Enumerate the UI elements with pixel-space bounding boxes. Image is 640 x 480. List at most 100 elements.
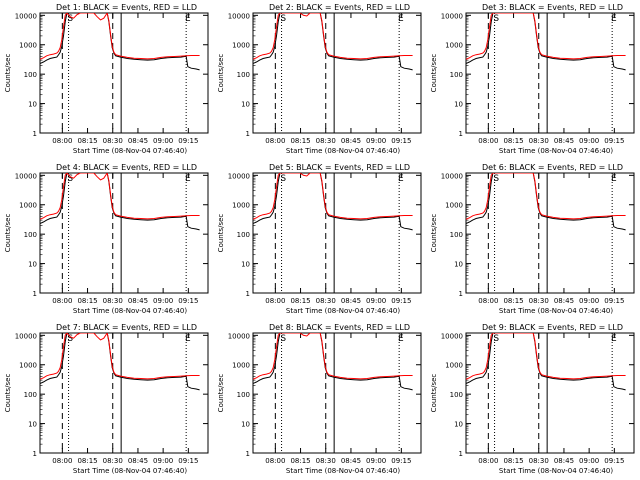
panel-title: Det 4: BLACK = Events, RED = LLD [56, 163, 197, 172]
panel-title: Det 5: BLACK = Events, RED = LLD [269, 163, 410, 172]
y-tick-label: 1000 [232, 202, 250, 210]
x-tick-label: 08:00 [478, 137, 498, 145]
x-axis-label: Start Time (08-Nov-04 07:46:40) [499, 467, 613, 475]
lld-series-line [253, 13, 413, 60]
panel-title: Det 2: BLACK = Events, RED = LLD [269, 3, 410, 12]
y-axis-label: Counts/sec [217, 214, 225, 253]
x-tick-label: 08:00 [52, 137, 72, 145]
x-tick-label: 08:15 [503, 137, 523, 145]
detector-panel-5: Det 5: BLACK = Events, RED = LLD10000100… [217, 163, 422, 315]
y-tick-label: 100 [450, 71, 463, 79]
x-tick-label: 08:30 [529, 297, 549, 305]
x-tick-label: 08:15 [290, 297, 310, 305]
x-tick-label: 09:15 [604, 457, 624, 465]
y-tick-label: 10000 [15, 12, 37, 20]
y-axis-label: Counts/sec [430, 54, 438, 93]
x-tick-label: 08:15 [77, 137, 97, 145]
y-tick-label: 1 [246, 130, 250, 138]
plot-frame [465, 172, 635, 294]
x-tick-label: 08:45 [554, 457, 574, 465]
start-marker-label: S [280, 334, 286, 344]
x-tick-label: 08:00 [478, 457, 498, 465]
panel-title: Det 3: BLACK = Events, RED = LLD [482, 3, 623, 12]
y-tick-label: 1000 [232, 362, 250, 370]
y-tick-label: 1 [33, 290, 37, 298]
x-tick-label: 09:00 [366, 297, 386, 305]
end-marker-label: E [398, 334, 404, 344]
x-tick-label: 09:00 [366, 137, 386, 145]
x-tick-label: 09:15 [178, 297, 198, 305]
y-tick-label: 10000 [441, 172, 463, 180]
events-series-line [253, 333, 413, 391]
x-tick-label: 08:15 [290, 137, 310, 145]
y-tick-label: 100 [450, 391, 463, 399]
detector-panel-9: Det 9: BLACK = Events, RED = LLD 10000 100… [430, 323, 635, 475]
x-tick-label: 09:15 [391, 297, 411, 305]
y-axis-label: Counts/sec [217, 54, 225, 93]
x-tick-label: 08:00 [478, 297, 498, 305]
y-tick-label: 1 [459, 290, 463, 298]
y-tick-label: 1000 [445, 42, 463, 50]
lld-series-line [40, 333, 200, 380]
x-tick-label: 08:30 [103, 457, 123, 465]
panel-title: Det 6: BLACK = Events, RED = LLD [482, 163, 623, 172]
y-tick-label: 10 [28, 101, 37, 109]
y-tick-label: 1000 [232, 42, 250, 50]
y-tick-label: 100 [450, 231, 463, 239]
events-series-line [466, 173, 626, 231]
x-tick-label: 08:15 [503, 457, 523, 465]
x-tick-label: 08:15 [503, 297, 523, 305]
start-marker-label: S [67, 174, 73, 184]
y-tick-label: 1000 [19, 202, 37, 210]
plot-frame [39, 172, 209, 294]
y-axis-label: Counts/sec [4, 214, 12, 253]
x-tick-label: 08:15 [77, 457, 97, 465]
x-tick-label: 09:00 [153, 137, 173, 145]
start-marker-label: S [493, 334, 499, 344]
x-tick-label: 08:45 [341, 297, 361, 305]
x-tick-label: 08:30 [103, 297, 123, 305]
plot-frame [252, 12, 422, 134]
lld-series-line [40, 173, 200, 220]
y-tick-label: 10000 [228, 12, 250, 20]
x-tick-label: 08:45 [341, 137, 361, 145]
y-tick-label: 10 [241, 261, 250, 269]
lld-series-line [253, 173, 413, 220]
y-tick-label: 10000 [441, 332, 463, 340]
end-marker-label: E [611, 174, 617, 184]
y-tick-label: 1 [33, 130, 37, 138]
y-tick-label: 10000 [15, 332, 37, 340]
y-tick-label: 10 [241, 101, 250, 109]
y-tick-label: 100 [237, 391, 250, 399]
x-axis-label: Start Time (08-Nov-04 07:46:40) [73, 307, 187, 315]
panel-title: Det 7: BLACK = Events, RED = LLD [56, 323, 197, 332]
start-marker-label: S [67, 14, 73, 24]
x-axis-label: Start Time (08-Nov-04 07:46:40) [499, 147, 613, 155]
y-tick-label: 1000 [19, 42, 37, 50]
y-tick-label: 1 [246, 290, 250, 298]
y-tick-label: 100 [24, 71, 37, 79]
y-tick-label: 10 [28, 261, 37, 269]
x-tick-label: 08:45 [554, 137, 574, 145]
x-tick-label: 09:15 [604, 137, 624, 145]
x-tick-label: 09:00 [153, 457, 173, 465]
y-tick-label: 100 [24, 391, 37, 399]
y-tick-label: 10 [454, 261, 463, 269]
x-tick-label: 09:15 [604, 297, 624, 305]
end-marker-label: E [398, 14, 404, 24]
y-tick-label: 10000 [228, 332, 250, 340]
plot-frame [252, 172, 422, 294]
x-tick-label: 09:15 [178, 457, 198, 465]
end-marker-label: E [611, 14, 617, 24]
y-tick-label: 1000 [445, 202, 463, 210]
y-tick-label: 10 [241, 421, 250, 429]
panel-title: Det 9: BLACK = Events, RED = LLD [482, 323, 623, 332]
end-marker-label: E [611, 334, 617, 344]
start-marker-label: S [493, 174, 499, 184]
x-tick-label: 08:15 [77, 297, 97, 305]
detector-panel-4: Det 4: BLACK = Events, RED = LLD10000100… [4, 163, 209, 315]
panel-title: Det 1: BLACK = Events, RED = LLD [56, 3, 197, 12]
start-marker-label: S [280, 174, 286, 184]
x-axis-label: Start Time (08-Nov-04 07:46:40) [73, 467, 187, 475]
